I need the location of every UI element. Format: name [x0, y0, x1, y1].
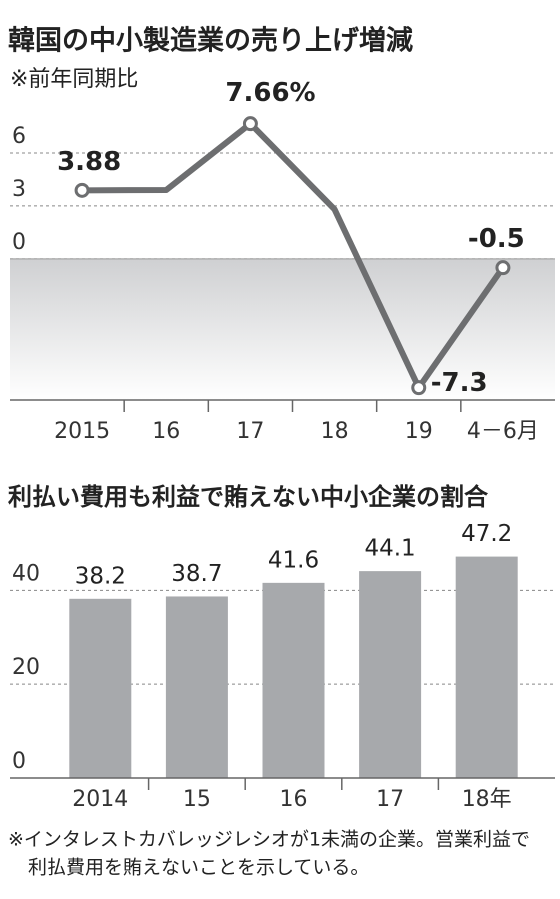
- bar: [69, 598, 132, 778]
- bar: [359, 571, 422, 778]
- x-tick-label: 2015: [54, 419, 110, 444]
- value-label: 47.2: [461, 521, 512, 547]
- x-tick-label: 4－6月: [467, 419, 539, 444]
- value-label: -7.3: [431, 368, 488, 398]
- bar: [262, 582, 325, 778]
- value-label: -0.5: [468, 224, 525, 254]
- bar: [165, 596, 228, 778]
- y-tick-label: 0: [12, 749, 26, 774]
- point: [411, 380, 427, 396]
- x-tick-label: 2014: [72, 787, 128, 812]
- x-tick-label: 16: [280, 787, 308, 812]
- line: [82, 120, 506, 391]
- x-tick-label: 17: [376, 787, 404, 812]
- value-label: 38.2: [75, 563, 126, 589]
- x-tick-label: 17: [236, 419, 264, 444]
- y-tick-label: 0: [12, 230, 26, 255]
- y-tick-label: 6: [12, 124, 26, 149]
- point: [242, 116, 258, 132]
- x-tick-label: 18: [321, 419, 349, 444]
- value-label: 38.7: [171, 561, 222, 587]
- chart-subtitle: ※前年同期比: [10, 67, 138, 92]
- y-tick-label: 20: [12, 655, 40, 680]
- x-tick-label: 16: [152, 419, 180, 444]
- x-tick-label: 19: [405, 419, 433, 444]
- point: [495, 260, 511, 276]
- chart-title: 韓国の中小製造業の売り上げ増減: [8, 25, 413, 57]
- value-label: 41.6: [268, 547, 319, 573]
- y-tick-label: 40: [12, 561, 40, 586]
- y-tick-label: 3: [12, 177, 26, 202]
- note: ※インタレストカバレッジレシオが1未満の企業。営業利益で: [8, 829, 530, 851]
- value-label: 3.88: [57, 147, 121, 177]
- chart-title: 利払い費用も利益で賄えない中小企業の割合: [8, 483, 489, 511]
- value-label: 44.1: [364, 536, 415, 562]
- x-tick-label: 15: [183, 787, 211, 812]
- note: 利払費用を賄えないことを示している。: [28, 857, 369, 879]
- bar: [455, 556, 518, 778]
- negative-zone: [10, 258, 555, 400]
- value-label: 7.66%: [225, 78, 315, 108]
- point: [74, 182, 90, 198]
- x-tick-label: 18年: [462, 787, 512, 812]
